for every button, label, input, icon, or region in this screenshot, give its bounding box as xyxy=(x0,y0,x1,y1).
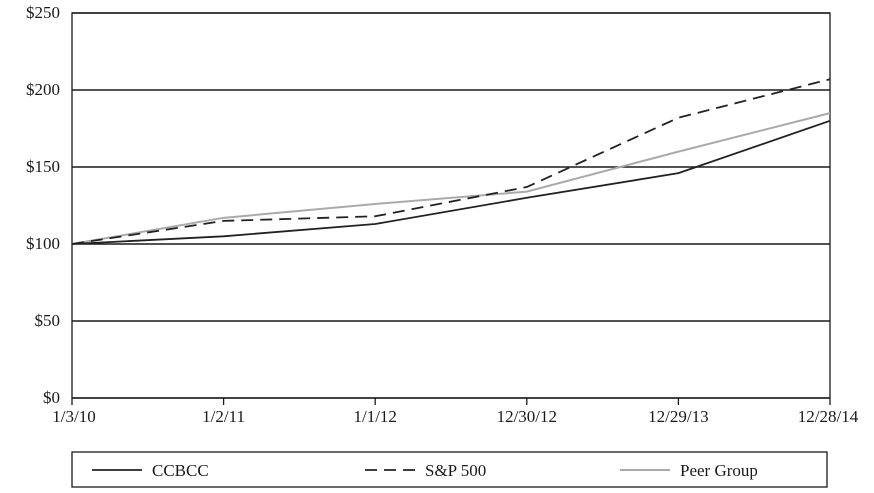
series-lines xyxy=(71,78,831,245)
x-axis-ticks: 1/3/10 1/2/11 1/1/12 12/30/12 12/29/13 12/28/… xyxy=(52,398,859,426)
legend-label: CCBCC xyxy=(152,461,209,480)
legend: CCBCC S&P 500 Peer Group xyxy=(71,451,828,488)
series-line-ccbcc xyxy=(71,119,831,245)
y-tick-label: $200 xyxy=(26,80,60,99)
y-tick-label: $150 xyxy=(26,157,60,176)
legend-label: Peer Group xyxy=(680,461,758,480)
y-tick-label: $100 xyxy=(26,234,60,253)
x-tick-label: 1/3/10 xyxy=(52,407,95,426)
series-line-s-p-500 xyxy=(71,78,831,245)
x-tick-label: 12/30/12 xyxy=(497,407,557,426)
grid-lines xyxy=(72,12,830,399)
legend-label: S&P 500 xyxy=(425,461,486,480)
x-tick-label: 12/28/14 xyxy=(798,407,859,426)
legend-box xyxy=(71,451,828,488)
y-axis-ticks: $0 $50 $100 $150 $200 $250 xyxy=(26,3,60,407)
plot-frame xyxy=(71,12,831,399)
x-tick-label: 12/29/13 xyxy=(648,407,708,426)
y-tick-label: $250 xyxy=(26,3,60,22)
y-tick-label: $0 xyxy=(43,388,60,407)
x-tick-label: 1/2/11 xyxy=(202,407,245,426)
x-tick-label: 1/1/12 xyxy=(353,407,396,426)
y-tick-label: $50 xyxy=(35,311,61,330)
series-line-peer-group xyxy=(71,112,831,245)
plot-area xyxy=(71,12,831,399)
